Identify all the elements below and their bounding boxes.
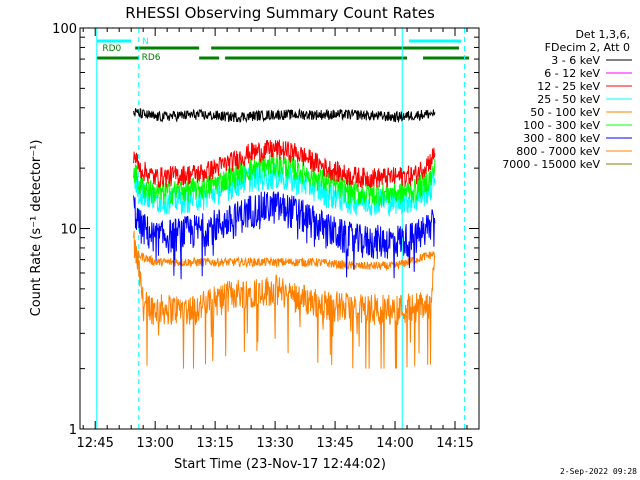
legend-header-line-1: Det 1,3,6, xyxy=(575,28,630,41)
series-line-2 xyxy=(133,139,436,189)
legend-label-1: 6 - 12 keV xyxy=(544,67,600,80)
series-line-5 xyxy=(133,152,436,207)
series-2 xyxy=(133,139,436,189)
x-tick-label-6: 14:15 xyxy=(436,436,473,451)
legend-label-6: 300 - 800 keV xyxy=(523,132,600,145)
x-tick-label-4: 13:45 xyxy=(316,436,353,451)
x-tick-label-2: 13:15 xyxy=(196,436,233,451)
legend-header-line-2: FDecim 2, Att 0 xyxy=(545,41,630,54)
series-5 xyxy=(133,152,436,207)
x-tick-label-3: 13:30 xyxy=(256,436,293,451)
annotation-n: N xyxy=(142,37,149,47)
footer-timestamp: 2-Sep-2022 09:28 xyxy=(560,467,637,476)
legend-label-3: 25 - 50 keV xyxy=(537,93,600,106)
annotation-rd0: RD0 xyxy=(102,44,121,54)
series-line-7 xyxy=(133,230,436,369)
chart-title: RHESSI Observing Summary Count Rates xyxy=(125,4,435,22)
legend-label-8: 7000 - 15000 keV xyxy=(502,158,600,171)
series-4 xyxy=(134,249,435,271)
series-line-4 xyxy=(134,249,435,271)
legend-label-2: 12 - 25 keV xyxy=(537,80,600,93)
legend-label-4: 50 - 100 keV xyxy=(530,106,600,119)
legend-label-0: 3 - 6 keV xyxy=(551,54,600,67)
x-axis: 12:45 13:00 13:15 13:30 13:45 14:00 14:15 xyxy=(76,28,474,451)
annotation-rd6: RD6 xyxy=(142,53,161,63)
y-tick-label-1: 10 xyxy=(60,223,77,238)
series-line-6 xyxy=(133,191,436,280)
y-tick-label-2: 100 xyxy=(52,22,77,37)
series-7 xyxy=(133,230,436,369)
x-tick-label-0: 12:45 xyxy=(76,436,113,451)
y-axis: 1 10 100 xyxy=(52,22,479,438)
legend-label-7: 800 - 7000 keV xyxy=(516,145,600,158)
series-0 xyxy=(133,107,436,124)
y-tick-label-0: 1 xyxy=(69,423,77,438)
y-axis-label: Count Rate (s⁻¹ detector⁻¹) xyxy=(29,140,44,317)
series-line-0 xyxy=(133,107,436,124)
series-6 xyxy=(133,191,436,280)
x-axis-label: Start Time (23-Nov-17 12:44:02) xyxy=(174,457,386,472)
legend-label-5: 100 - 300 keV xyxy=(523,119,600,132)
x-tick-label-1: 13:00 xyxy=(136,436,173,451)
x-tick-label-5: 14:00 xyxy=(376,436,413,451)
plot-area: N RD0 RD6 xyxy=(96,28,470,429)
